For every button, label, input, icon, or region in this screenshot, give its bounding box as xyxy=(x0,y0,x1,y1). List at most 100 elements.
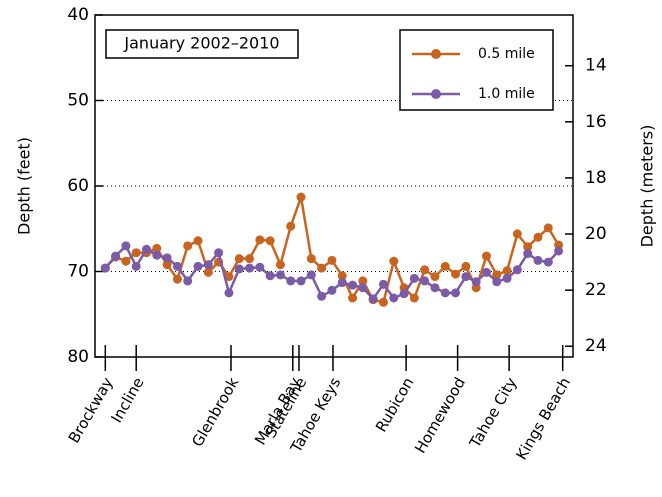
point xyxy=(111,251,121,261)
point xyxy=(162,253,172,263)
point xyxy=(378,279,388,289)
point xyxy=(512,229,522,239)
title-box xyxy=(105,29,299,59)
point xyxy=(275,270,285,280)
point xyxy=(420,276,430,286)
point xyxy=(430,272,440,282)
point xyxy=(543,257,553,267)
point xyxy=(348,293,358,303)
point xyxy=(152,243,162,253)
y-tick-label: 50 xyxy=(67,91,89,111)
point xyxy=(245,254,255,264)
y2-tick-label: 22 xyxy=(585,280,607,300)
point xyxy=(142,244,152,254)
point xyxy=(203,260,213,270)
point xyxy=(481,267,491,277)
point xyxy=(306,270,316,280)
point xyxy=(131,261,141,271)
legend-label: 0.5 mile xyxy=(478,46,535,62)
point xyxy=(337,278,347,288)
x-tick-label: Brockway xyxy=(65,374,117,446)
point xyxy=(203,267,213,277)
point xyxy=(378,297,388,307)
x-tick-label: Tahoe City xyxy=(465,374,520,451)
point xyxy=(451,269,461,279)
legend-box xyxy=(399,29,554,111)
y-tick-label: 70 xyxy=(67,262,89,282)
point xyxy=(245,263,255,273)
point xyxy=(368,294,378,304)
chart-title: January 2002–2010 xyxy=(123,34,279,53)
x-tick-label: Glenbrook xyxy=(188,374,242,450)
point xyxy=(420,265,430,275)
y-tick-label: 60 xyxy=(67,176,89,196)
point xyxy=(255,235,265,245)
point xyxy=(451,288,461,298)
y-tick-label: 80 xyxy=(67,347,89,367)
point xyxy=(296,192,306,202)
point xyxy=(172,274,182,284)
point xyxy=(502,273,512,283)
point xyxy=(481,251,491,261)
point xyxy=(409,273,419,283)
point xyxy=(399,289,409,299)
point xyxy=(358,283,368,293)
plot-frame xyxy=(94,14,574,358)
legend-label: 1.0 mile xyxy=(478,86,535,102)
point xyxy=(543,223,553,233)
point xyxy=(492,277,502,287)
y-axis-label: Depth (feet) xyxy=(15,137,34,235)
y2-axis-label: Depth (meters) xyxy=(638,125,657,248)
x-tick-label: Kings Beach xyxy=(512,374,574,463)
point xyxy=(121,241,131,251)
y2-tick-label: 24 xyxy=(585,336,607,356)
x-tick-label: Rubicon xyxy=(372,374,418,435)
point xyxy=(275,260,285,270)
point xyxy=(131,248,141,258)
point xyxy=(440,288,450,298)
point xyxy=(512,265,522,275)
point xyxy=(337,271,347,281)
point xyxy=(162,260,172,270)
point xyxy=(214,248,224,258)
point xyxy=(523,242,533,252)
y2-tick-label: 14 xyxy=(585,56,607,76)
point xyxy=(193,236,203,246)
point xyxy=(224,272,234,282)
point xyxy=(193,261,203,271)
point xyxy=(533,232,543,242)
point xyxy=(523,249,533,259)
point xyxy=(389,293,399,303)
point xyxy=(348,280,358,290)
x-tick-label: Homewood xyxy=(411,374,469,456)
point xyxy=(389,256,399,266)
point xyxy=(471,277,481,287)
point xyxy=(183,241,193,251)
y2-tick-label: 16 xyxy=(585,112,607,132)
point xyxy=(265,271,275,281)
point xyxy=(183,276,193,286)
point xyxy=(317,263,327,273)
legend-marker xyxy=(431,49,441,59)
y-tick-label: 40 xyxy=(67,5,89,25)
point xyxy=(327,255,337,265)
y2-tick-label: 18 xyxy=(585,168,607,188)
point xyxy=(255,262,265,272)
legend-marker xyxy=(431,89,441,99)
point xyxy=(409,293,419,303)
point xyxy=(430,283,440,293)
y2-tick-label: 20 xyxy=(585,224,607,244)
point xyxy=(533,255,543,265)
point xyxy=(327,285,337,295)
point xyxy=(296,276,306,286)
point xyxy=(265,236,275,246)
point xyxy=(152,250,162,260)
point xyxy=(306,254,316,264)
point xyxy=(234,264,244,274)
point xyxy=(286,221,296,231)
point xyxy=(121,256,131,266)
point xyxy=(317,291,327,301)
point xyxy=(234,254,244,264)
point xyxy=(461,272,471,282)
